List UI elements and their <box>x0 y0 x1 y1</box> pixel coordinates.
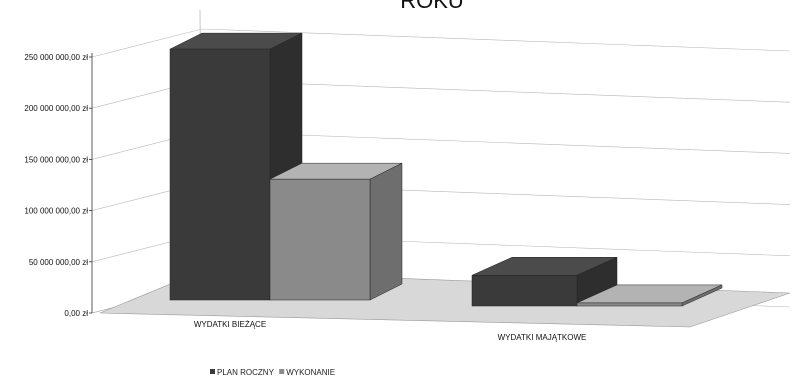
legend-swatch <box>210 369 215 374</box>
legend-item-wykonanie: WYKONANIE <box>279 368 335 377</box>
bar-wykonanie-biezace <box>269 162 403 301</box>
category-labels: WYDATKI BIEŻĄCE WYDATKI MAJĄTKOWE <box>194 320 587 342</box>
bar-wykonanie-majatkowe <box>576 284 723 307</box>
legend-swatch <box>279 369 285 374</box>
y-tick-label: 50 000 000,00 zł <box>29 258 88 267</box>
y-axis: 0,00 zł 50 000 000,00 zł 100 000 000,00 zł… <box>24 53 93 318</box>
y-tick-label: 200 000 000,00 zł <box>24 104 88 113</box>
gridline <box>91 28 791 58</box>
legend: PLAN ROCZNY WYKONANIE <box>210 368 335 377</box>
y-tick-label: 250 000 000,00 zł <box>24 53 88 62</box>
legend-label: WYKONANIE <box>286 368 335 377</box>
bars <box>169 32 723 307</box>
category-label: WYDATKI MAJĄTKOWE <box>498 333 587 342</box>
y-tick-label: 150 000 000,00 zł <box>24 155 88 164</box>
legend-label: PLAN ROCZNY <box>217 368 275 377</box>
y-tick-label: 0,00 zł <box>64 309 88 318</box>
legend-item-plan-roczny: PLAN ROCZNY <box>210 368 275 377</box>
chart-title: ROKU <box>400 0 464 13</box>
category-label: WYDATKI BIEŻĄCE <box>194 320 266 329</box>
bar-plan-roczny-majatkowe <box>471 256 618 307</box>
y-tick-label: 100 000 000,00 zł <box>24 207 88 216</box>
